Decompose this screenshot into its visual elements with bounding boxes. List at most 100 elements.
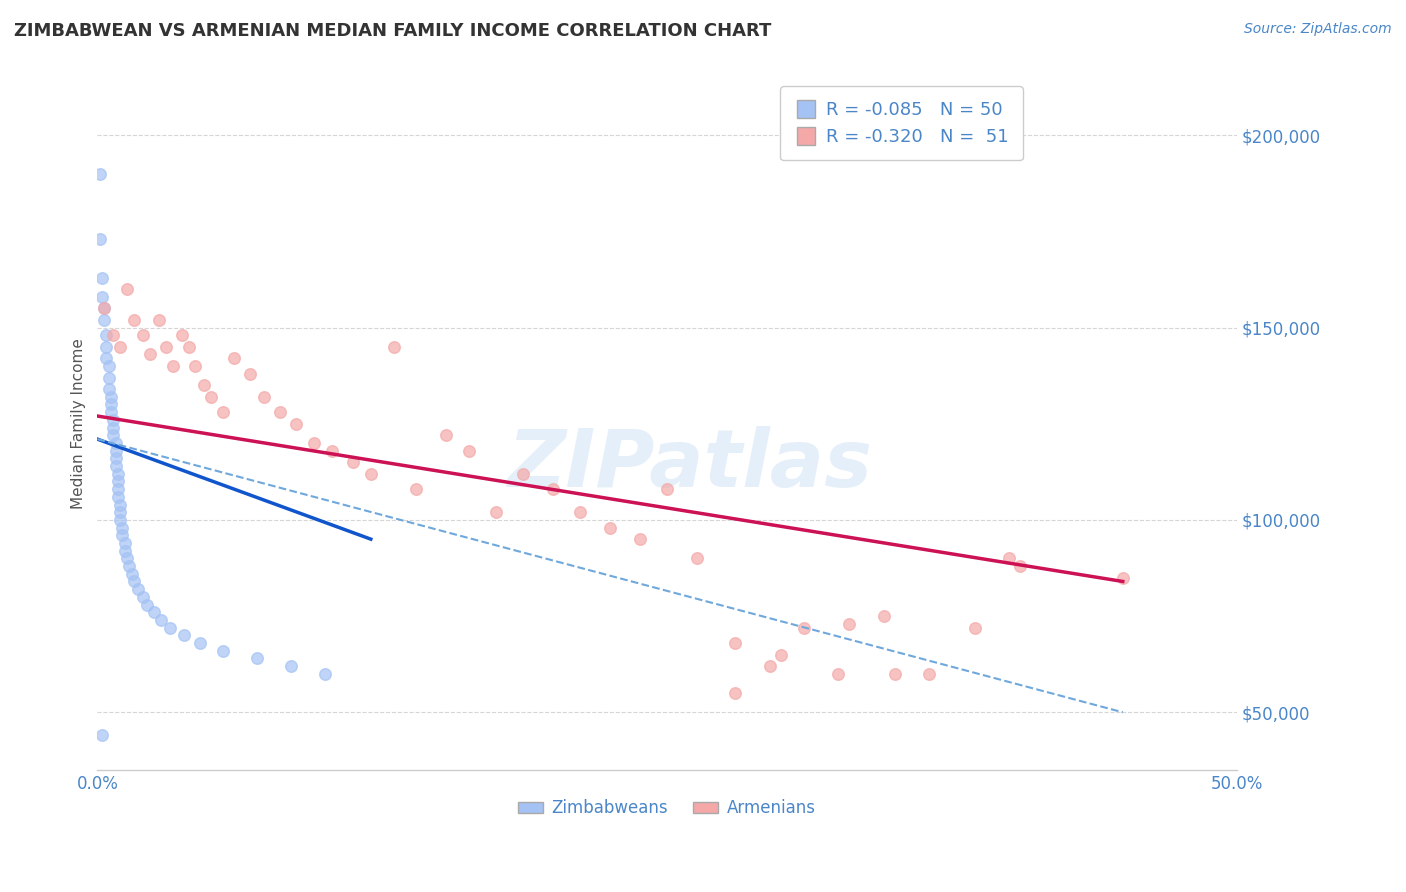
Point: [162, 359, 184, 373]
Point: [758, 659, 780, 673]
Point: [93, 301, 115, 316]
Point: [302, 436, 325, 450]
Point: [485, 505, 508, 519]
Point: [97, 359, 120, 373]
Point: [269, 405, 291, 419]
Point: [253, 390, 276, 404]
Point: [115, 282, 138, 296]
Point: [382, 340, 405, 354]
Point: [1112, 571, 1135, 585]
Point: [150, 613, 173, 627]
Point: [793, 621, 815, 635]
Point: [321, 443, 343, 458]
Text: ZIMBABWEAN VS ARMENIAN MEDIAN FAMILY INCOME CORRELATION CHART: ZIMBABWEAN VS ARMENIAN MEDIAN FAMILY INC…: [14, 22, 772, 40]
Point: [170, 328, 193, 343]
Point: [114, 543, 136, 558]
Point: [838, 616, 860, 631]
Point: [827, 666, 849, 681]
Point: [963, 621, 986, 635]
Point: [211, 644, 233, 658]
Point: [103, 428, 125, 442]
Point: [139, 347, 162, 361]
Point: [90, 270, 112, 285]
Point: [89, 167, 111, 181]
Point: [108, 340, 131, 354]
Point: [1010, 559, 1032, 574]
Point: [724, 686, 747, 700]
Point: [111, 528, 134, 542]
Point: [108, 513, 131, 527]
Point: [284, 417, 307, 431]
Text: Source: ZipAtlas.com: Source: ZipAtlas.com: [1244, 22, 1392, 37]
Point: [200, 390, 222, 404]
Point: [246, 651, 269, 665]
Point: [115, 551, 138, 566]
Point: [280, 659, 302, 673]
Point: [177, 340, 200, 354]
Point: [434, 428, 457, 442]
Point: [599, 520, 621, 534]
Point: [100, 405, 122, 419]
Point: [107, 490, 129, 504]
Point: [685, 551, 707, 566]
Point: [211, 405, 233, 419]
Point: [97, 382, 120, 396]
Point: [883, 666, 905, 681]
Point: [93, 301, 115, 316]
Point: [118, 559, 141, 574]
Point: [107, 467, 129, 481]
Point: [360, 467, 382, 481]
Point: [136, 598, 159, 612]
Point: [132, 590, 155, 604]
Point: [541, 482, 564, 496]
Point: [769, 648, 792, 662]
Point: [90, 728, 112, 742]
Point: [122, 574, 145, 589]
Legend: Zimbabweans, Armenians: Zimbabweans, Armenians: [512, 793, 823, 824]
Point: [159, 621, 181, 635]
Point: [148, 313, 170, 327]
Point: [96, 328, 118, 343]
Point: [121, 566, 143, 581]
Point: [188, 636, 211, 650]
Point: [107, 482, 129, 496]
Point: [90, 290, 112, 304]
Point: [107, 475, 129, 489]
Point: [100, 397, 122, 411]
Point: [96, 351, 118, 366]
Text: ZIPatlas: ZIPatlas: [508, 426, 872, 504]
Point: [173, 628, 195, 642]
Y-axis label: Median Family Income: Median Family Income: [72, 338, 86, 509]
Point: [184, 359, 207, 373]
Point: [111, 520, 134, 534]
Point: [103, 328, 125, 343]
Point: [143, 605, 166, 619]
Point: [89, 232, 111, 246]
Point: [114, 536, 136, 550]
Point: [96, 340, 118, 354]
Point: [872, 609, 894, 624]
Point: [108, 505, 131, 519]
Point: [93, 313, 115, 327]
Point: [655, 482, 678, 496]
Point: [457, 443, 479, 458]
Point: [122, 313, 145, 327]
Point: [998, 551, 1021, 566]
Point: [104, 436, 127, 450]
Point: [103, 420, 125, 434]
Point: [104, 443, 127, 458]
Point: [918, 666, 941, 681]
Point: [239, 367, 262, 381]
Point: [155, 340, 177, 354]
Point: [104, 458, 127, 473]
Point: [724, 636, 747, 650]
Point: [569, 505, 592, 519]
Point: [108, 498, 131, 512]
Point: [100, 390, 122, 404]
Point: [132, 328, 155, 343]
Point: [103, 413, 125, 427]
Point: [512, 467, 534, 481]
Point: [97, 370, 120, 384]
Point: [104, 451, 127, 466]
Point: [193, 378, 215, 392]
